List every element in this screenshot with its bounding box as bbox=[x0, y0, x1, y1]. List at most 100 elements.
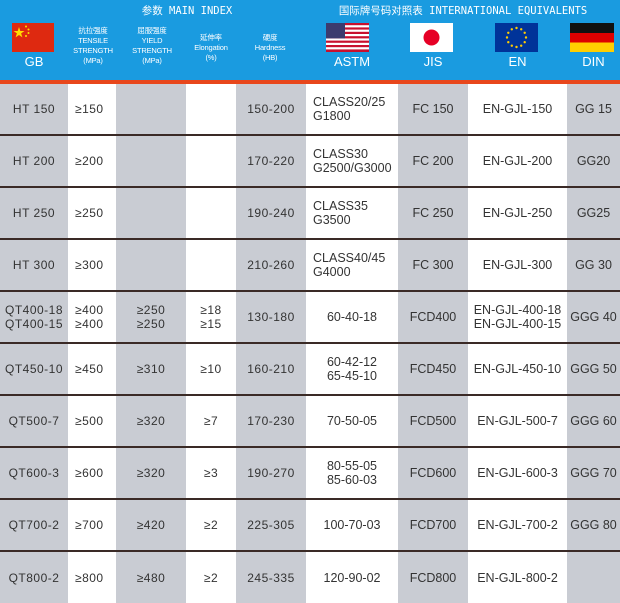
gb-cell: QT800-2 bbox=[0, 552, 68, 603]
din-cell bbox=[567, 552, 620, 603]
en-cell: EN-GJL-500-7 bbox=[477, 414, 558, 428]
table-row: HT 200 ≥200 170-220 CLASS30 G2500/G3000 FC 2… bbox=[0, 136, 620, 188]
en-cell: EN-GJL-150 bbox=[482, 102, 553, 116]
en-cell: EN-GJL-200 bbox=[482, 154, 553, 168]
yield-cell bbox=[116, 240, 186, 290]
din-cell: GGG 80 bbox=[567, 500, 620, 550]
en-cell: EN-GJL-250 bbox=[482, 206, 553, 220]
en-cell: EN-GJL-400-18 EN-GJL-400-15 bbox=[473, 303, 562, 331]
en-column-header: EN bbox=[508, 54, 527, 69]
jis-cell: FCD700 bbox=[398, 500, 468, 550]
hardness-cell: 170-220 bbox=[236, 136, 306, 186]
gb-column-header: GB bbox=[24, 54, 44, 69]
table-row: QT700-2 ≥700 ≥420 ≥2 225-305 100-70-03 FCD700 E… bbox=[0, 500, 620, 552]
hardness-cell: 160-210 bbox=[236, 344, 306, 394]
hardness-cell: 190-270 bbox=[236, 448, 306, 498]
jis-cell: FC 150 bbox=[398, 84, 468, 134]
din-cell: GGG 60 bbox=[567, 396, 620, 446]
gb-cell: QT700-2 bbox=[0, 500, 68, 550]
astm-cell: 100-70-03 bbox=[323, 518, 381, 532]
jis-cell: FC 300 bbox=[398, 240, 468, 290]
din-cell: GG20 bbox=[567, 136, 620, 186]
tensile-cell: ≥150 bbox=[75, 102, 104, 116]
en-cell: EN-GJL-300 bbox=[482, 258, 553, 272]
astm-cell: CLASS30 G2500/G3000 bbox=[313, 147, 392, 175]
jis-cell: FCD400 bbox=[398, 292, 468, 342]
gb-cell: HT 250 bbox=[0, 188, 68, 238]
yield-column-header: 屈服强度 YIELD STRENGTH (MPa) bbox=[132, 26, 172, 65]
astm-cell: CLASS20/25 G1800 bbox=[313, 95, 386, 123]
elongation-cell: ≥2 bbox=[203, 570, 219, 585]
yield-cell: ≥250 ≥250 bbox=[116, 292, 186, 342]
din-cell: GG 30 bbox=[567, 240, 620, 290]
jis-cell: FCD450 bbox=[398, 344, 468, 394]
eu-flag-icon bbox=[495, 23, 538, 52]
tensile-cell: ≥450 bbox=[75, 362, 104, 376]
jis-cell: FCD600 bbox=[398, 448, 468, 498]
yield-cell: ≥320 bbox=[116, 448, 186, 498]
yield-cell: ≥480 bbox=[116, 552, 186, 603]
elongation-cell: ≥10 bbox=[200, 362, 222, 376]
international-equivalents-title: 国际牌号码对照表 INTERNATIONAL EQUIVALENTS bbox=[338, 5, 588, 17]
en-cell: EN-GJL-450-10 bbox=[473, 362, 562, 376]
yield-cell bbox=[116, 136, 186, 186]
table-header: 参数 MAIN INDEX 国际牌号码对照表 INTERNATIONAL EQU… bbox=[0, 0, 620, 80]
equivalents-table: HT 150 ≥150 150-200 CLASS20/25 G1800 FC 150 E… bbox=[0, 84, 620, 603]
en-cell: EN-GJL-800-2 bbox=[477, 570, 558, 585]
tensile-cell: ≥200 bbox=[75, 154, 104, 168]
japan-flag-icon bbox=[410, 23, 453, 52]
tensile-cell: ≥400 ≥400 bbox=[75, 303, 104, 331]
jis-cell: FCD800 bbox=[398, 552, 468, 603]
table-row: QT450-10 ≥450 ≥310 ≥10 160-210 60-42-12 65-45… bbox=[0, 344, 620, 396]
germany-flag-icon bbox=[570, 23, 614, 52]
tensile-column-header: 抗拉强度 TENSILE STRENGTH (MPa) bbox=[73, 26, 113, 65]
table-row: QT800-2 ≥800 ≥480 ≥2 245-335 120-90-02 FCD800 E… bbox=[0, 552, 620, 603]
din-cell: GG25 bbox=[567, 188, 620, 238]
jis-cell: FC 250 bbox=[398, 188, 468, 238]
tensile-cell: ≥250 bbox=[75, 206, 104, 220]
hardness-cell: 245-335 bbox=[236, 552, 306, 603]
yield-cell bbox=[116, 84, 186, 134]
yield-cell: ≥320 bbox=[116, 396, 186, 446]
elongation-cell bbox=[186, 240, 236, 290]
table-row: QT400-18 QT400-15 ≥400 ≥400 ≥250 ≥250 ≥18 ≥… bbox=[0, 292, 620, 344]
usa-flag-icon bbox=[326, 23, 369, 52]
yield-cell: ≥310 bbox=[116, 344, 186, 394]
elongation-cell bbox=[186, 188, 236, 238]
gb-cell: QT600-3 bbox=[0, 448, 68, 498]
hardness-cell: 190-240 bbox=[236, 188, 306, 238]
astm-cell: CLASS35 G3500 bbox=[313, 199, 368, 227]
tensile-cell: ≥300 bbox=[75, 258, 104, 272]
china-flag-icon bbox=[12, 23, 54, 52]
jis-column-header: JIS bbox=[423, 54, 443, 69]
tensile-cell: ≥700 bbox=[75, 518, 104, 532]
din-cell: GGG 50 bbox=[567, 344, 620, 394]
en-cell: EN-GJL-600-3 bbox=[477, 466, 558, 480]
gb-cell: QT500-7 bbox=[0, 396, 68, 446]
gb-cell: QT400-18 QT400-15 bbox=[0, 292, 68, 342]
tensile-cell: ≥800 bbox=[75, 570, 104, 585]
tensile-cell: ≥600 bbox=[75, 466, 104, 480]
elongation-cell: ≥2 bbox=[203, 518, 219, 532]
hardness-cell: 170-230 bbox=[236, 396, 306, 446]
table-row: QT600-3 ≥600 ≥320 ≥3 190-270 80-55-05 85-60-0… bbox=[0, 448, 620, 500]
elongation-column-header: 延伸率 Elongation (%) bbox=[194, 33, 228, 62]
astm-cell: 120-90-02 bbox=[323, 570, 381, 585]
gb-cell: HT 150 bbox=[0, 84, 68, 134]
gb-cell: HT 300 bbox=[0, 240, 68, 290]
main-index-title: 参数 MAIN INDEX bbox=[141, 5, 233, 17]
hardness-column-header: 硬度 Hardness (HB) bbox=[254, 33, 286, 62]
din-cell: GGG 40 bbox=[567, 292, 620, 342]
elongation-cell bbox=[186, 136, 236, 186]
astm-cell: 60-40-18 bbox=[326, 310, 378, 324]
yield-cell: ≥420 bbox=[116, 500, 186, 550]
table-row: QT500-7 ≥500 ≥320 ≥7 170-230 70-50-05 FCD500 EN… bbox=[0, 396, 620, 448]
table-row: HT 250 ≥250 190-240 CLASS35 G3500 FC 250 EN-G… bbox=[0, 188, 620, 240]
din-column-header: DIN bbox=[582, 54, 605, 69]
gb-cell: QT450-10 bbox=[0, 344, 68, 394]
hardness-cell: 210-260 bbox=[236, 240, 306, 290]
astm-cell: 70-50-05 bbox=[326, 414, 378, 428]
jis-cell: FCD500 bbox=[398, 396, 468, 446]
hardness-cell: 150-200 bbox=[236, 84, 306, 134]
din-cell: GGG 70 bbox=[567, 448, 620, 498]
